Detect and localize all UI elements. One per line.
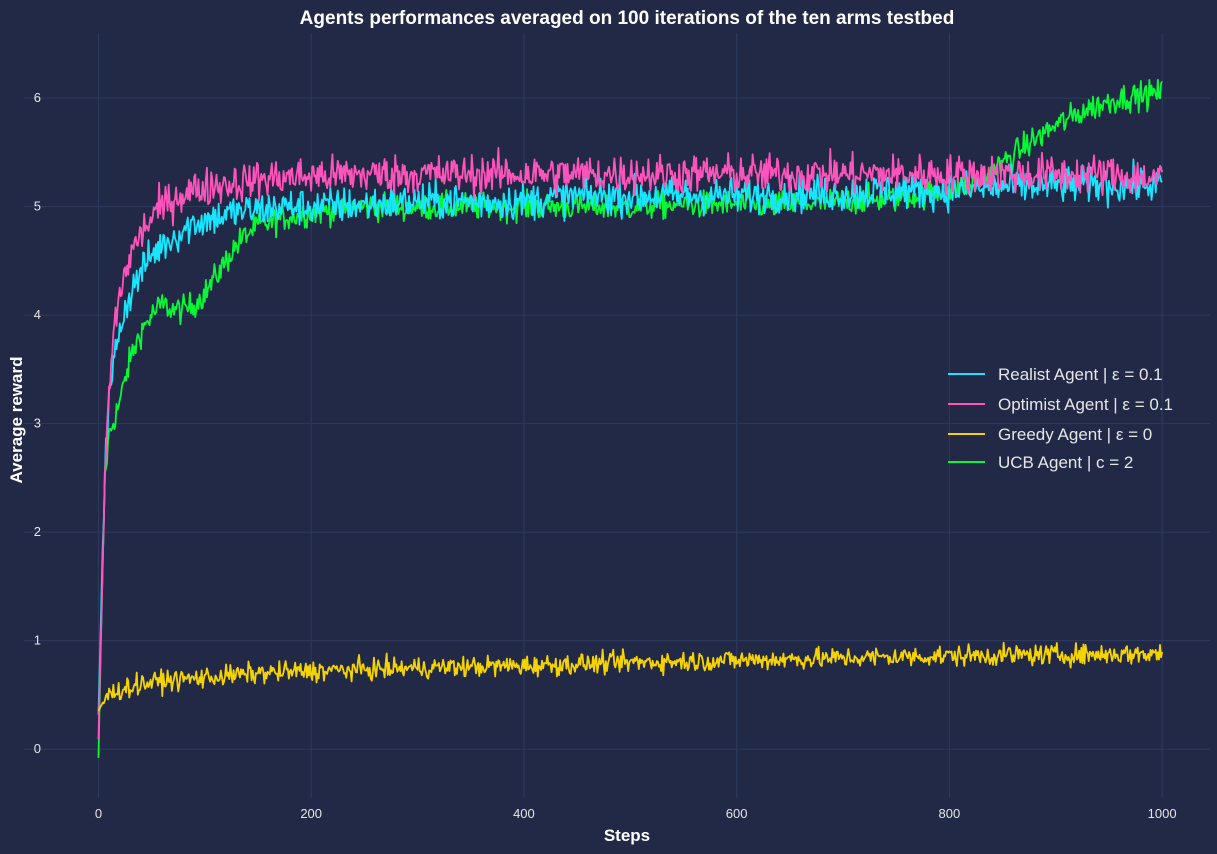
- legend-entry: UCB Agent | c = 2: [998, 453, 1133, 472]
- series-layer: [97, 78, 1164, 758]
- y-axis-label: Average reward: [7, 357, 26, 484]
- x-tick-label: 0: [95, 806, 102, 821]
- tick-labels: 0 200 400 600 800 1000 0 1 2 3 4 5 6: [34, 90, 1177, 821]
- x-tick-label: 400: [513, 806, 535, 821]
- legend-entry: Optimist Agent | ε = 0.1: [998, 395, 1173, 414]
- y-tick-label: 2: [34, 524, 41, 539]
- x-tick-label: 600: [726, 806, 748, 821]
- y-tick-label: 3: [34, 416, 41, 431]
- x-tick-label: 1000: [1148, 806, 1177, 821]
- grid: [24, 33, 1210, 798]
- y-tick-label: 1: [34, 633, 41, 648]
- y-tick-label: 4: [34, 307, 41, 322]
- legend-entry: Realist Agent | ε = 0.1: [998, 365, 1163, 384]
- x-tick-label: 800: [939, 806, 961, 821]
- legend-entry: Greedy Agent | ε = 0: [998, 425, 1152, 444]
- chart-title: Agents performances averaged on 100 iter…: [300, 8, 955, 29]
- y-tick-label: 0: [34, 741, 41, 756]
- y-tick-label: 6: [34, 90, 41, 105]
- series-line: [97, 641, 1164, 712]
- x-tick-label: 200: [300, 806, 322, 821]
- x-axis-label: Steps: [604, 826, 650, 845]
- y-tick-label: 5: [34, 199, 41, 214]
- series-line: [97, 146, 1164, 740]
- legend: Realist Agent | ε = 0.1 Optimist Agent | …: [948, 365, 1173, 472]
